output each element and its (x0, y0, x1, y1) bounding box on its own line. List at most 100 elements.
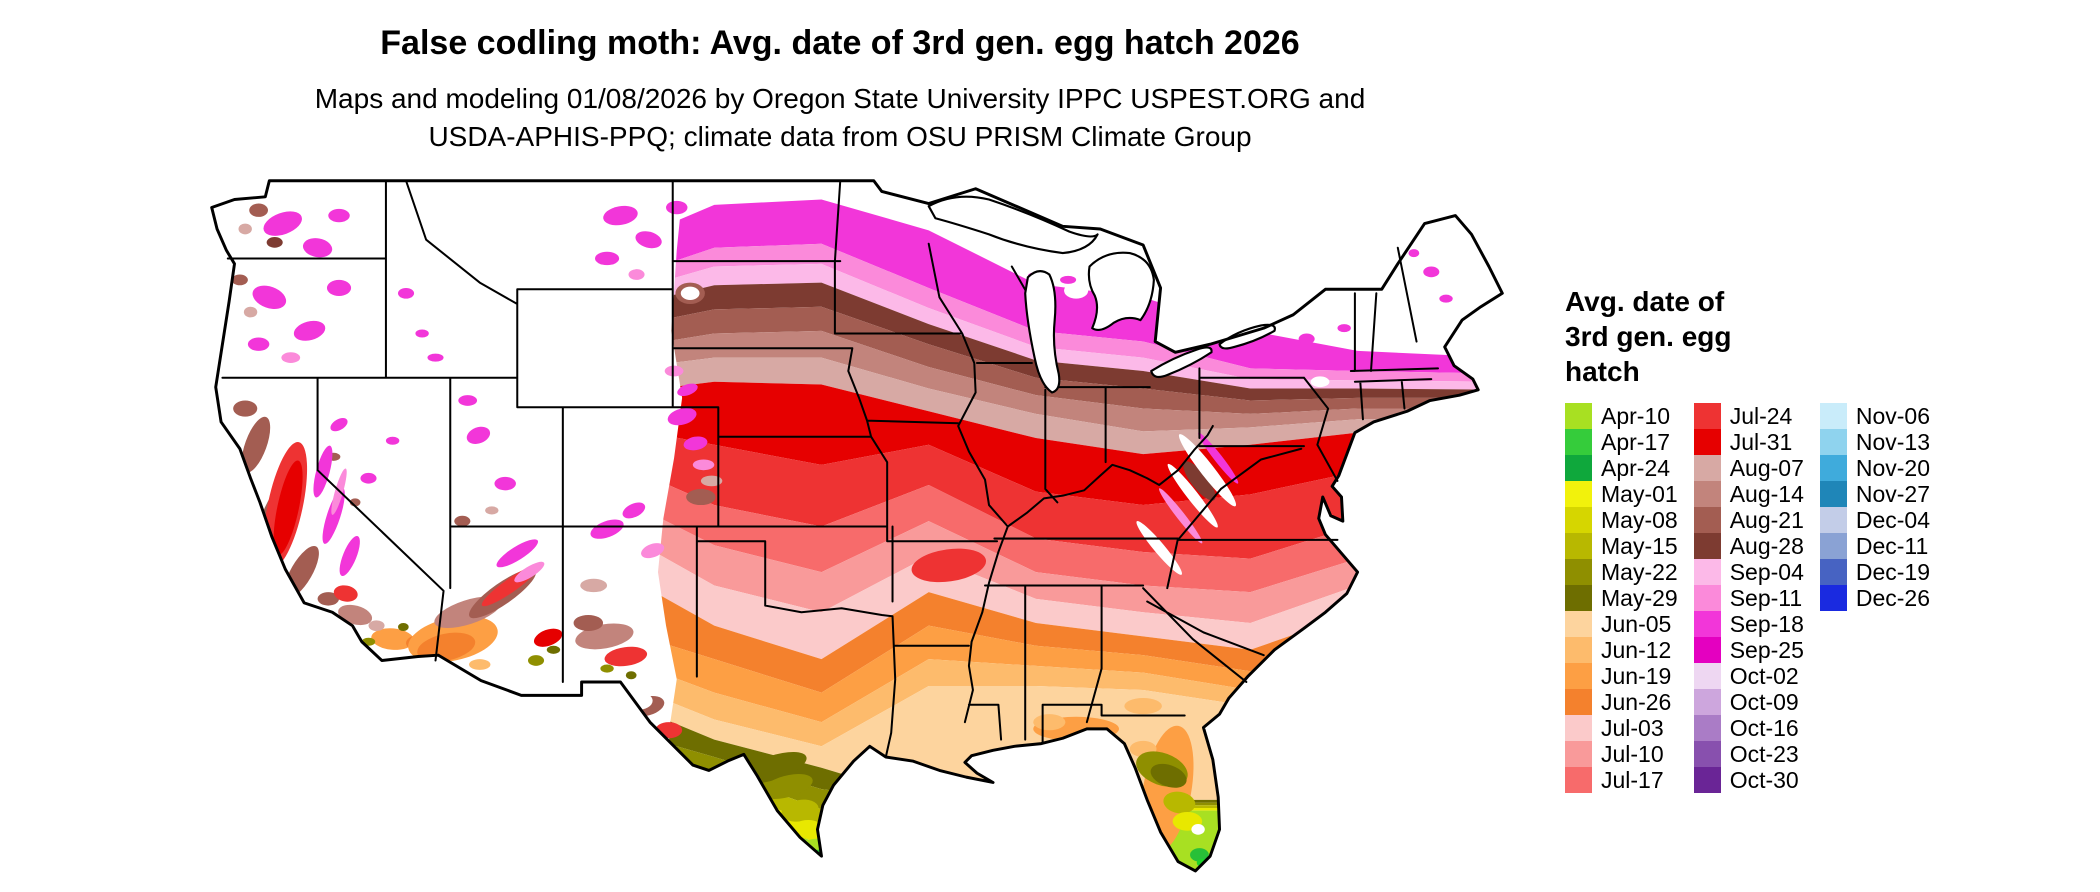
legend-label: Jul-03 (1601, 714, 1664, 741)
legend-label: Nov-27 (1855, 480, 1931, 507)
regional-patch (252, 285, 287, 310)
legend-row: Nov-20 (1819, 454, 1931, 481)
hatch-date-band (513, 488, 1503, 693)
legend-label: Aug-14 (1729, 480, 1804, 507)
regional-patch (231, 274, 248, 286)
us-outline (210, 179, 1504, 873)
hatch-date-band (513, 357, 1503, 455)
hatch-date-band (513, 330, 1503, 432)
regional-patch (603, 205, 638, 226)
legend-label: May-22 (1601, 558, 1678, 585)
regional-patch (454, 515, 471, 527)
legend-columns: Apr-10 Apr-17 Apr-24 May-01 May-08 May-15 May-… (1565, 403, 2095, 793)
regional-patch (641, 543, 665, 559)
regional-patch (338, 604, 373, 626)
regional-patch (339, 535, 360, 577)
legend-label: Jul-24 (1729, 402, 1793, 429)
legend-row: May-08 (1565, 507, 1678, 533)
legend-swatch (1693, 741, 1721, 767)
regional-patch (273, 460, 303, 555)
regional-patch (911, 548, 987, 583)
legend-label: Sep-11 (1729, 584, 1803, 611)
legend-label: Jun-05 (1601, 610, 1672, 637)
regional-patch (677, 383, 698, 397)
regional-patch (683, 436, 708, 451)
legend-row: Apr-17 (1565, 429, 1678, 455)
state-borders (221, 179, 1439, 759)
legend-swatch (1565, 689, 1592, 715)
legend-row: Jul-31 (1693, 429, 1804, 455)
lake-ontario (1218, 323, 1276, 350)
legend-row: Oct-16 (1693, 714, 1804, 741)
legend-label: Jul-10 (1601, 740, 1664, 767)
legend-label: Oct-16 (1729, 714, 1799, 741)
legend-swatch (1693, 559, 1721, 585)
legend-row: Apr-24 (1565, 455, 1678, 481)
regional-patch (1033, 714, 1066, 731)
regional-patch (1136, 521, 1182, 575)
regional-patch (1191, 824, 1205, 835)
regional-patch (664, 365, 684, 377)
regional-patch (1439, 294, 1453, 303)
lake-erie (1150, 346, 1213, 379)
legend-column-jul-oct: Jul-24 Jul-31 Aug-07 Aug-14 Aug-21 Aug-28 Sep-… (1693, 402, 1804, 793)
legend-swatch (1819, 559, 1847, 585)
legend-swatch (1819, 481, 1847, 507)
legend-swatch (1565, 559, 1592, 585)
regional-patch (625, 671, 637, 680)
legend-label: Dec-19 (1855, 558, 1931, 585)
hatch-date-band (513, 377, 1503, 506)
regional-patch (1423, 266, 1440, 278)
legend-swatch (1565, 637, 1592, 663)
regional-patch (415, 329, 429, 338)
legend-label: Jun-12 (1601, 636, 1672, 663)
regional-patch (760, 774, 813, 799)
regional-patch (1064, 282, 1089, 299)
legend-row: May-01 (1565, 481, 1678, 507)
legend-swatch (1693, 507, 1721, 533)
legend-swatch (1565, 741, 1592, 767)
legend-swatch (1565, 585, 1592, 611)
legend-label: Apr-24 (1601, 454, 1671, 481)
regional-patch (371, 628, 415, 650)
legend-label: Nov-20 (1855, 454, 1931, 481)
regional-patch (333, 585, 358, 602)
legend-row: Aug-28 (1693, 533, 1804, 559)
legend-swatch (1693, 767, 1721, 793)
regional-patch (469, 659, 491, 670)
legend-row: Oct-30 (1693, 767, 1804, 793)
legend-swatch (1819, 533, 1847, 559)
lake-michigan (1024, 270, 1061, 394)
regional-patch (1408, 249, 1420, 258)
legend: Avg. date of 3rd gen. egg hatch Apr-10 Ap… (1565, 284, 2095, 793)
regional-patch (573, 614, 604, 632)
regional-patch (620, 691, 653, 711)
regional-patch (527, 655, 545, 666)
legend-row: Aug-21 (1693, 507, 1804, 533)
legend-swatch (1693, 663, 1721, 689)
legend-row: Dec-19 (1819, 558, 1931, 585)
legend-row: Jul-17 (1565, 767, 1678, 793)
legend-label: Oct-09 (1729, 688, 1799, 715)
regional-patch (781, 799, 819, 822)
regional-patch (360, 472, 377, 484)
regional-patch (313, 445, 333, 498)
legend-label: Oct-23 (1729, 740, 1799, 767)
hatch-date-band (513, 306, 1503, 414)
regional-patch (368, 620, 385, 632)
legend-label: Sep-18 (1729, 610, 1804, 637)
legend-label: May-08 (1601, 506, 1678, 533)
legend-title-line-2: 3rd gen. egg (1565, 321, 1732, 352)
legend-swatch (1565, 715, 1592, 741)
legend-swatch (1565, 507, 1592, 533)
legend-swatch (1819, 455, 1847, 481)
legend-swatch (1819, 429, 1847, 455)
regional-patch (496, 539, 539, 568)
regional-patch (667, 407, 697, 426)
legend-swatch (1565, 403, 1592, 429)
title-block: False codling moth: Avg. date of 3rd gen… (140, 18, 1540, 159)
regional-patch (680, 286, 700, 301)
legend-swatch (1693, 715, 1721, 741)
page-title: False codling moth: Avg. date of 3rd gen… (380, 24, 1300, 62)
regional-patch (1298, 333, 1315, 345)
